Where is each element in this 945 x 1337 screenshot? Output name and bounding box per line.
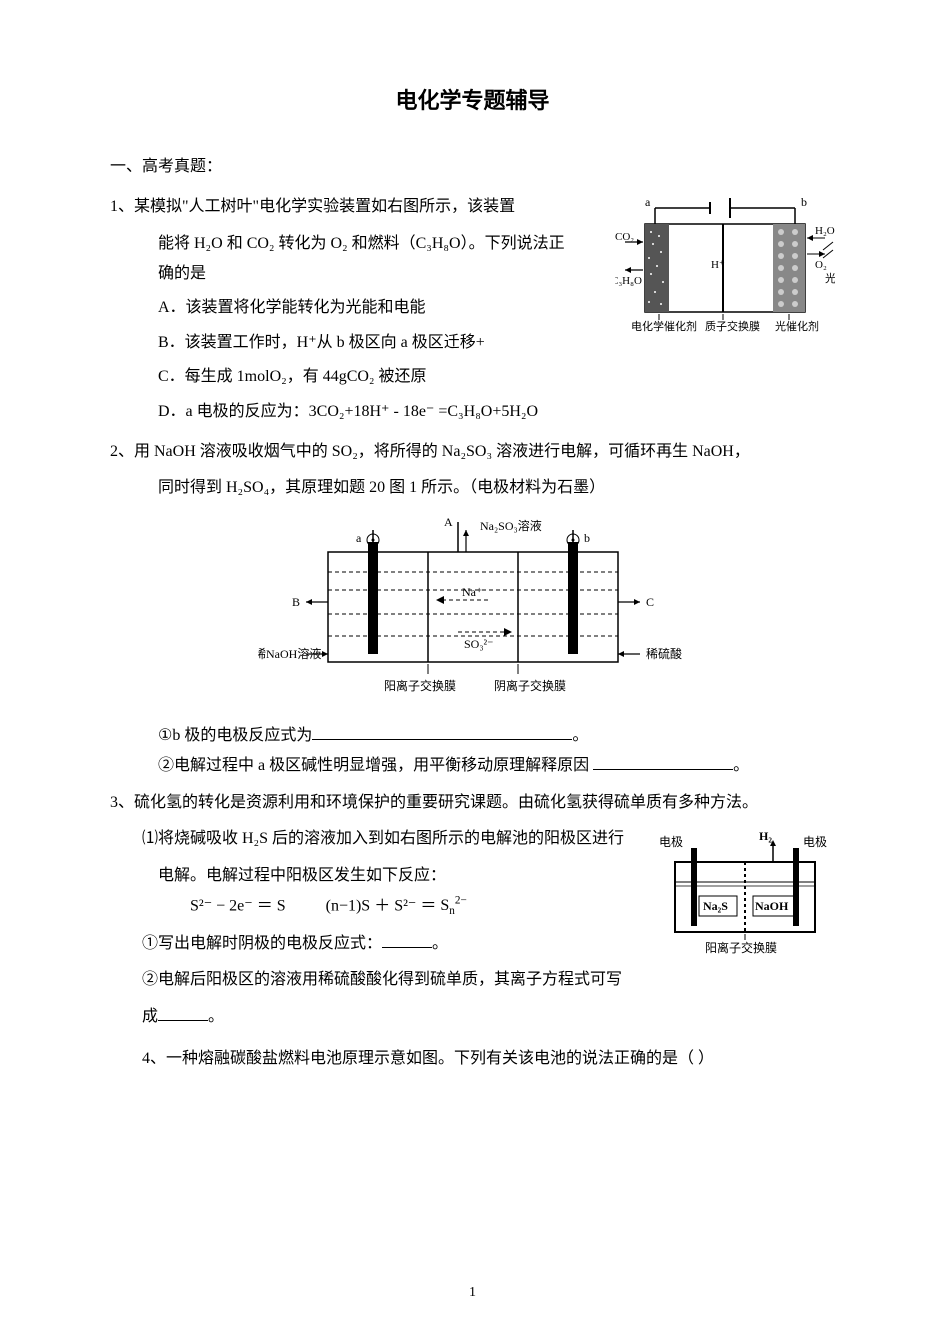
q3-punct1: 。 bbox=[432, 935, 448, 952]
q3-fig-elecl: 电极 bbox=[659, 835, 683, 849]
q3-blank1[interactable] bbox=[382, 931, 432, 948]
q3-fig-naoh: NaOH bbox=[755, 899, 789, 913]
q1-choice-c: C．每生成 1molO₂，有 44gCO₂ 被还原 bbox=[110, 362, 835, 392]
q4-line1: 4、一种熔融碳酸盐燃料电池原理示意如图。下列有关该电池的说法正确的是（ ） bbox=[110, 1044, 835, 1074]
q3-eqn-left: S²⁻ − 2e⁻ ＝ S bbox=[190, 897, 286, 914]
q2-fig-memr: 阴离子交换膜 bbox=[494, 678, 566, 693]
q3-blank2[interactable] bbox=[158, 1004, 208, 1021]
q1-fig-label-a: a bbox=[645, 195, 651, 209]
q1-fig-c3h8o: C₃H₈O bbox=[615, 275, 642, 287]
q3-fig-mem: 阳离子交换膜 bbox=[705, 940, 777, 955]
q1-fig-l2: 质子交换膜 bbox=[705, 319, 760, 333]
q2-fig-so3: SO₃²⁻ bbox=[464, 637, 493, 651]
q2-fig-na2so3: Na₂SO₃溶液 bbox=[480, 518, 542, 533]
q1-fig-h2o: H₂O bbox=[815, 225, 835, 237]
q2-sub1: ①b 极的电极反应式为 。 bbox=[110, 721, 835, 751]
q3-sub3-l2-text: 成 bbox=[142, 1008, 158, 1025]
q2-line2: 同时得到 H₂SO₄，其原理如题 20 图 1 所示。（电极材料为石墨） bbox=[110, 473, 835, 503]
q2-fig-leftin: 稀NaOH溶液 bbox=[258, 646, 321, 661]
q2-fig-A: A bbox=[444, 515, 453, 529]
q3-punct2: 。 bbox=[208, 1008, 224, 1025]
q2-fig-meml: 阳离子交换膜 bbox=[384, 678, 456, 693]
q2-sub2: ②电解过程中 a 极区碱性明显增强，用平衡移动原理解释原因 。 bbox=[110, 751, 835, 781]
q1-fig-label-b: b bbox=[801, 195, 807, 209]
q2-fig-C: C bbox=[646, 595, 654, 609]
q2-fig-b: b bbox=[584, 531, 590, 545]
q3-sub1-l1-text: ⑴将烧碱吸收 H₂S 后的溶液加入到如右图所示的电解池的阳极区进行 bbox=[142, 830, 624, 847]
q3-fig-elecr: 电极 bbox=[803, 835, 827, 849]
q2-fig-na: Na⁺ bbox=[462, 585, 482, 599]
q1-fig-o2: O₂ bbox=[815, 259, 827, 271]
q2-sub2-text: ②电解过程中 a 极区碱性明显增强，用平衡移动原理解释原因 bbox=[158, 757, 589, 774]
q2-figure: a b A Na₂SO₃溶液 B C Na⁺ SO₃²⁻ bbox=[110, 512, 835, 713]
q1-choice-d: D．a 电极的反应为：3CO₂+18H⁺ - 18e⁻ =C₃H₈O+5H₂O bbox=[110, 397, 835, 427]
q3-fig-na2s: Na₂S bbox=[703, 899, 728, 913]
q1-fig-light: 光 bbox=[825, 271, 835, 285]
page-title: 电化学专题辅导 bbox=[110, 80, 835, 122]
q2-fig-B: B bbox=[292, 595, 300, 609]
q3-sub3-l2: 成。 bbox=[110, 1002, 835, 1032]
q3-figure: 电极 电极 H₂ Na₂S NaOH 阳离子交换膜 bbox=[655, 824, 835, 975]
q2-fig-a: a bbox=[356, 531, 362, 545]
q2-blank2[interactable] bbox=[593, 753, 733, 770]
q1-figure: a b bbox=[615, 192, 835, 353]
q1-fig-hplus: H⁺ bbox=[711, 259, 725, 271]
q2-punct2: 。 bbox=[733, 757, 749, 774]
q2-blank1[interactable] bbox=[312, 723, 572, 740]
q3-sub2-text: ①写出电解时阴极的电极反应式： bbox=[142, 935, 382, 952]
q3-fig-h2: H₂ bbox=[759, 829, 772, 843]
q2-sub1-text: ①b 极的电极反应式为 bbox=[158, 727, 312, 744]
q1-fig-l1: 电化学催化剂 bbox=[631, 319, 697, 333]
q3-eqn-right-pre: (n−1)S ＋ S²⁻ ＝ bbox=[326, 897, 441, 914]
section-heading: 一、高考真题： bbox=[110, 152, 835, 182]
q2-line1: 2、用 NaOH 溶液吸收烟气中的 SO₂，将所得的 Na₂SO₃ 溶液进行电解… bbox=[110, 437, 835, 467]
q2-fig-rightin: 稀硫酸 bbox=[646, 646, 682, 661]
q2-punct1: 。 bbox=[572, 727, 588, 744]
q3-eqn-right-prod: Sn2− bbox=[440, 897, 466, 914]
page-number: 1 bbox=[0, 1280, 945, 1307]
q1-fig-l3: 光催化剂 bbox=[775, 319, 819, 333]
q3-line1: 3、硫化氢的转化是资源利用和环境保护的重要研究课题。由硫化氢获得硫单质有多种方法… bbox=[110, 788, 835, 818]
q1-fig-co2: CO₂ bbox=[615, 231, 634, 243]
